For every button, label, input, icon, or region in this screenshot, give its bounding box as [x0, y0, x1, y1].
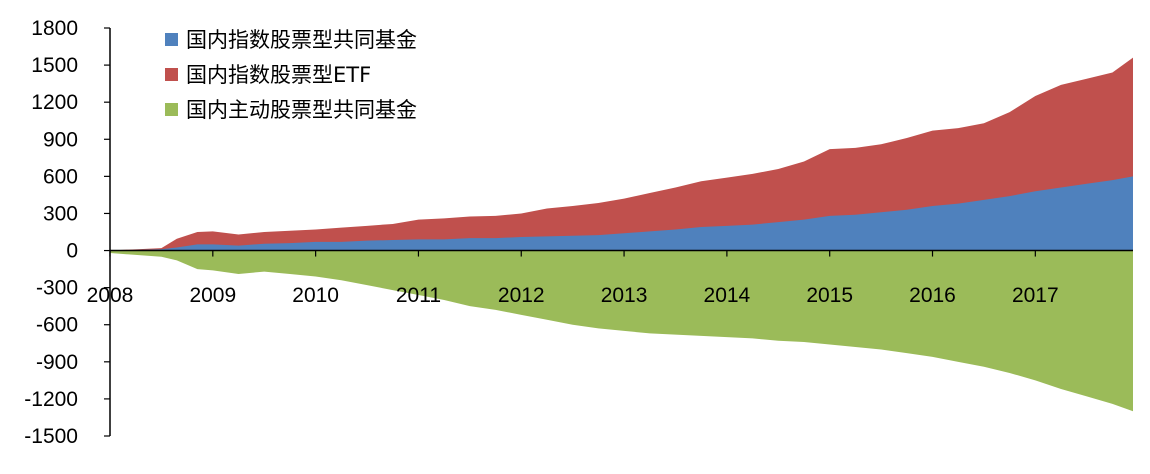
legend-swatch	[165, 103, 178, 116]
legend-label: 国内主动股票型共同基金	[186, 98, 417, 122]
x-tick-label: 2008	[87, 284, 134, 307]
x-tick-label: 2016	[909, 284, 956, 307]
y-tick-label: 0	[66, 240, 78, 263]
x-tick-label: 2013	[601, 284, 648, 307]
legend-swatch	[165, 68, 178, 81]
x-tick-label: 2009	[189, 284, 236, 307]
y-tick-label: -900	[36, 351, 78, 374]
y-tick-label: 300	[43, 202, 78, 225]
legend-label: 国内指数股票型ETF	[186, 63, 371, 87]
y-tick-label: 1500	[31, 54, 78, 77]
y-tick-label: 600	[43, 165, 78, 188]
y-tick-label: -600	[36, 314, 78, 337]
legend-label: 国内指数股票型共同基金	[186, 28, 417, 52]
x-tick-label: 2017	[1012, 284, 1059, 307]
y-tick-label: -1500	[24, 425, 78, 448]
y-tick-label: 1800	[31, 17, 78, 40]
y-tick-label: 1200	[31, 91, 78, 114]
x-tick-label: 2010	[292, 284, 339, 307]
x-tick-label: 2015	[806, 284, 853, 307]
area-index-fund	[110, 57, 1133, 251]
x-tick-label: 2012	[498, 284, 545, 307]
x-tick-label: 2014	[704, 284, 751, 307]
series-areas	[110, 57, 1133, 412]
y-tick-label: -300	[36, 277, 78, 300]
y-tick-label: 900	[43, 128, 78, 151]
axes: 1800 1500 1200 900 600 300 0 -300 -600 -900 -1200 -…	[24, 17, 1133, 448]
area-etf	[110, 176, 1133, 251]
legend-swatch	[165, 33, 178, 46]
x-tick-label: 2011	[396, 284, 441, 307]
area-active-fund	[110, 250, 1133, 412]
y-tick-label: -1200	[24, 388, 78, 411]
